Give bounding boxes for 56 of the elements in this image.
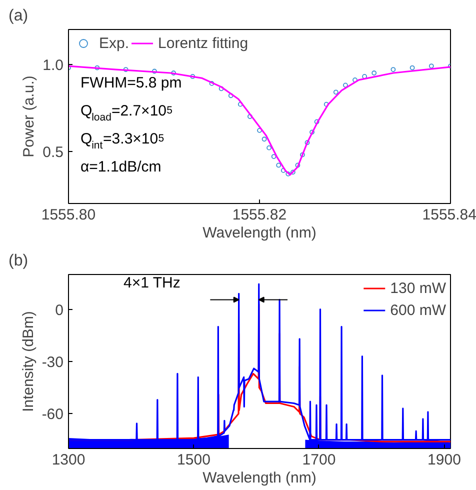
y-tick-label: 1.0 [42, 56, 64, 74]
point [238, 102, 243, 107]
x-tick-label: 1700 [302, 452, 336, 468]
point [218, 86, 224, 92]
annotation: α=1.1dB/cm [80, 158, 162, 176]
point [276, 162, 282, 168]
x-tick-label: 1900 [428, 452, 461, 468]
legend-label: Lorentz fitting [158, 34, 248, 52]
point [266, 145, 272, 150]
point [390, 67, 396, 72]
point [304, 140, 310, 146]
point [209, 80, 214, 86]
point [280, 168, 286, 173]
point [290, 170, 296, 175]
x-tick-label: 1500 [177, 452, 210, 468]
y-axis-title: Power (a.u.) [20, 76, 38, 158]
legend-label: Exp. [99, 34, 130, 52]
point [333, 90, 338, 95]
point [286, 171, 291, 176]
point [262, 136, 267, 142]
y-tick-label: -30 [42, 354, 64, 371]
point [372, 70, 377, 76]
x-tick-label: 1300 [52, 452, 86, 468]
annotation: 4×1 THz [124, 274, 180, 292]
y-axis-title: Intensity (dBm) [20, 311, 37, 412]
chart-title: (a) [8, 8, 28, 24]
x-axis-title: Wavelength (nm) [202, 470, 316, 486]
point [310, 130, 314, 135]
point [410, 65, 415, 70]
annotation: FWHM=5.8 pm [80, 74, 182, 92]
legend-label: 600 mW [390, 302, 446, 318]
point [271, 154, 276, 159]
y-tick-label: -60 [42, 406, 64, 424]
point [257, 128, 262, 133]
x-tick-label: 1555.82 [232, 206, 287, 224]
point [94, 65, 100, 70]
y-tick-label: 0.5 [42, 144, 64, 161]
chart-title: (b) [8, 252, 28, 270]
point [428, 64, 434, 68]
y-tick-label: 0 [55, 302, 64, 319]
point [190, 74, 196, 79]
point [295, 162, 300, 168]
x-tick-label: 1555.84 [422, 206, 476, 224]
point [314, 119, 320, 124]
point [248, 114, 252, 119]
x-axis-title: Wavelength (nm) [202, 224, 316, 242]
point [171, 70, 176, 76]
point [362, 74, 367, 79]
point [152, 68, 157, 74]
point [300, 152, 305, 158]
legend-label: 130 mW [390, 280, 446, 296]
line-series [68, 65, 450, 176]
x-tick-label: 1555.80 [41, 206, 96, 224]
point [343, 82, 348, 88]
point [123, 67, 128, 72]
point [352, 78, 358, 82]
